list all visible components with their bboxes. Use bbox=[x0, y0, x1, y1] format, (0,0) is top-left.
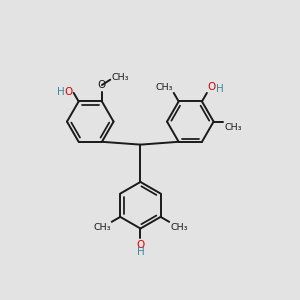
Text: CH₃: CH₃ bbox=[111, 74, 129, 82]
Text: O: O bbox=[136, 240, 145, 250]
Text: CH₃: CH₃ bbox=[93, 223, 110, 232]
Text: H: H bbox=[216, 84, 224, 94]
Text: CH₃: CH₃ bbox=[155, 83, 172, 92]
Text: CH₃: CH₃ bbox=[225, 123, 242, 132]
Text: H: H bbox=[136, 247, 144, 257]
Text: H: H bbox=[57, 87, 65, 97]
Text: O: O bbox=[208, 82, 216, 92]
Text: O: O bbox=[64, 87, 73, 97]
Text: CH₃: CH₃ bbox=[170, 223, 188, 232]
Text: O: O bbox=[98, 80, 106, 90]
